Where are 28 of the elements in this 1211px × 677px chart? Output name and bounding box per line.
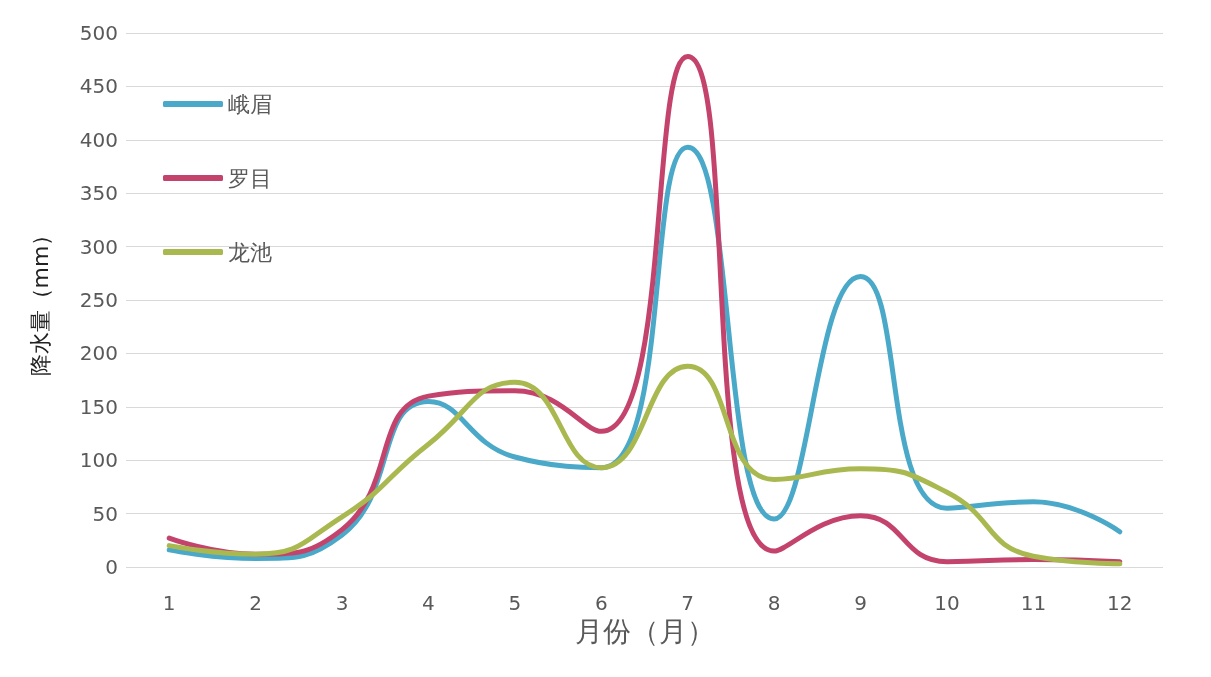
y-tick-label: 150 xyxy=(79,394,118,419)
x-tick-label: 3 xyxy=(335,591,349,615)
x-tick-label: 8 xyxy=(767,591,781,615)
y-tick-label: 400 xyxy=(79,127,118,152)
y-tick-label: 450 xyxy=(79,74,118,99)
x-tick-label: 9 xyxy=(854,591,867,615)
y-tick-label: 50 xyxy=(92,501,118,526)
legend-label: 罗目 xyxy=(228,165,272,191)
y-tick-label: 300 xyxy=(79,234,118,259)
y-tick-label: 250 xyxy=(79,288,118,312)
x-tick-label: 7 xyxy=(681,591,695,615)
x-tick-label: 5 xyxy=(508,591,522,615)
y-tick-label: 350 xyxy=(79,181,118,206)
x-tick-label: 2 xyxy=(249,591,262,615)
x-tick-label: 1 xyxy=(162,591,176,615)
y-axis-title: 降水量（mm） xyxy=(27,223,53,377)
x-tick-label: 6 xyxy=(594,591,608,615)
x-axis-title: 月份（月） xyxy=(574,615,715,649)
y-tick-label: 100 xyxy=(79,448,118,473)
y-tick-label: 500 xyxy=(79,21,118,45)
x-tick-label: 10 xyxy=(934,591,960,615)
y-tick-label: 0 xyxy=(105,555,118,579)
x-tick-label: 11 xyxy=(1020,591,1047,615)
x-tick-label: 12 xyxy=(1107,591,1133,615)
y-tick-label: 200 xyxy=(79,341,118,366)
legend-label: 峨眉 xyxy=(228,91,272,117)
x-tick-label: 4 xyxy=(422,591,435,615)
legend-label: 龙池 xyxy=(228,239,272,265)
